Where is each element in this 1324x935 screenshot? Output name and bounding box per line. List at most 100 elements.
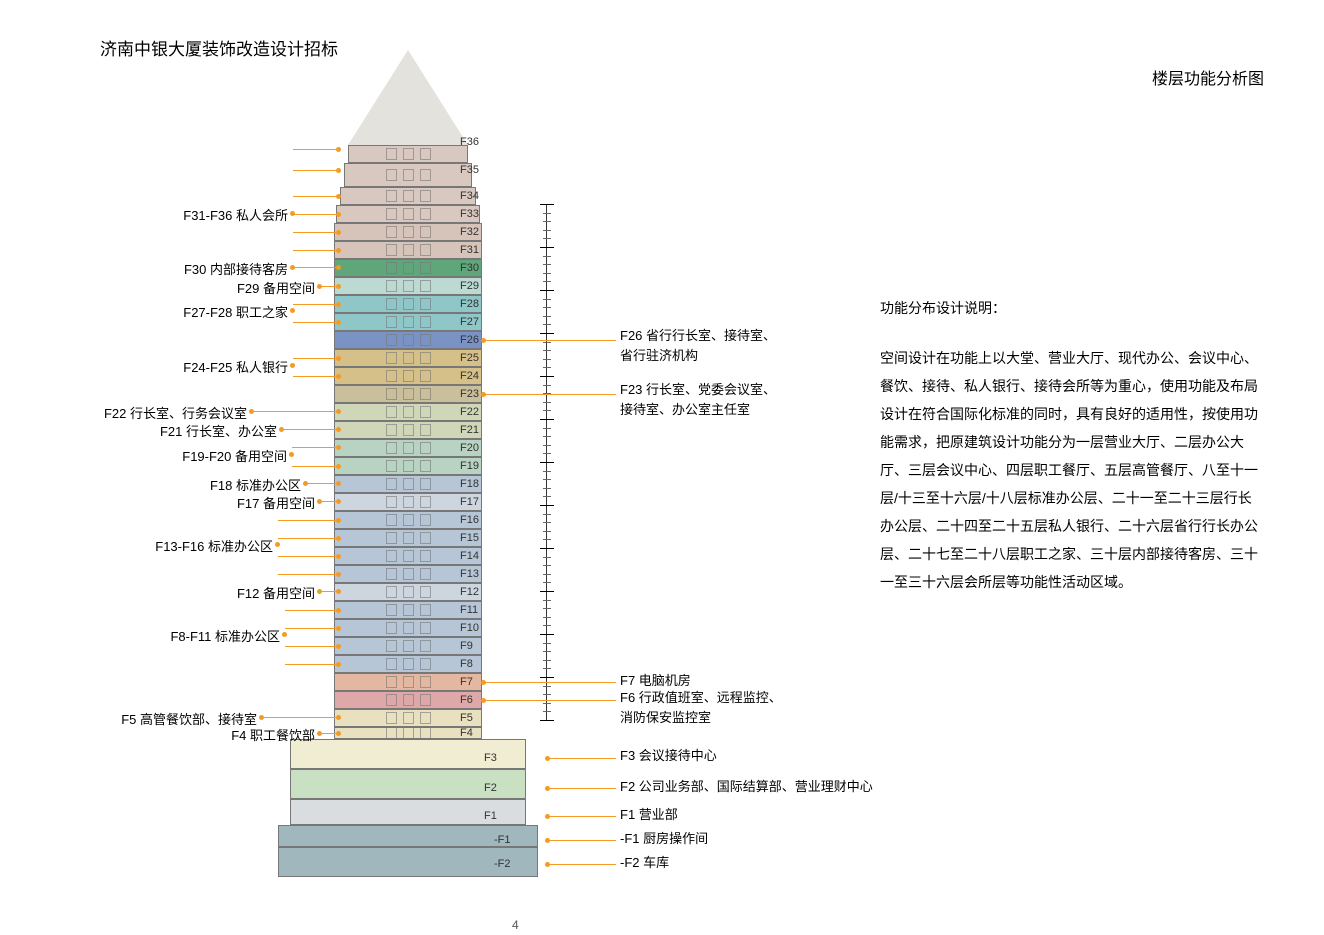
leader-line xyxy=(293,214,340,215)
leader-line xyxy=(293,365,294,366)
leader-line xyxy=(293,310,294,311)
leader-line xyxy=(252,411,340,412)
scale-tick xyxy=(540,462,554,463)
callout-left-6: F21 行长室、办公室 xyxy=(107,421,277,440)
callout-left-2: F29 备用空间 xyxy=(145,278,315,297)
floor-label-F34: F34 xyxy=(460,190,479,202)
floor-label-F31: F31 xyxy=(460,244,479,256)
callout-left-5: F22 行长室、行务会议室 xyxy=(77,403,247,422)
scale-tick xyxy=(543,428,551,429)
leader-line xyxy=(320,286,340,287)
scale-tick xyxy=(540,634,554,635)
spire xyxy=(348,50,468,145)
scale-tick xyxy=(540,505,554,506)
floor-label-F32: F32 xyxy=(460,226,479,238)
callout-left-4: F24-F25 私人银行 xyxy=(118,357,288,376)
callout-left-0: F31-F36 私人会所 xyxy=(118,205,288,224)
scale-tick xyxy=(543,264,551,265)
leader-line xyxy=(546,840,616,841)
scale-tick xyxy=(540,333,554,334)
floor-F33 xyxy=(336,205,480,223)
scale-tick xyxy=(543,703,551,704)
leader-line xyxy=(482,394,616,395)
scale-tick xyxy=(543,453,551,454)
callout-left-8: F18 标准办公区 xyxy=(131,475,301,494)
floor-label-F26: F26 xyxy=(460,334,479,346)
scale-tick xyxy=(543,402,551,403)
scale-tick xyxy=(543,471,551,472)
callout-right-4: F3 会议接待中心 xyxy=(620,745,717,764)
floor-label-F8: F8 xyxy=(460,658,473,670)
callout-right-7: -F1 厨房操作间 xyxy=(620,828,708,847)
scale-tick xyxy=(543,445,551,446)
leader-line xyxy=(262,717,340,718)
scale-tick xyxy=(543,539,551,540)
page-number: 4 xyxy=(512,918,519,932)
leader-line xyxy=(320,591,321,592)
leader-line xyxy=(285,610,340,611)
scale-tick xyxy=(543,514,551,515)
scale-tick xyxy=(543,350,551,351)
callout-left-10: F13-F16 标准办公区 xyxy=(103,536,273,555)
scale-tick xyxy=(540,720,554,721)
callout-right-1: F23 行长室、党委会议室、接待室、办公室主任室 xyxy=(620,380,810,420)
leader-line xyxy=(278,556,340,557)
scale-tick xyxy=(543,436,551,437)
scale-tick xyxy=(543,686,551,687)
leader-line xyxy=(282,429,340,430)
scale-tick xyxy=(540,376,554,377)
floor-label-F27: F27 xyxy=(460,316,479,328)
leader-line xyxy=(278,538,340,539)
scale-tick xyxy=(543,281,551,282)
leader-line xyxy=(320,286,321,287)
scale-tick xyxy=(543,617,551,618)
scale-tick xyxy=(543,359,551,360)
floor-label--F1: -F1 xyxy=(494,834,511,846)
scale-tick xyxy=(540,548,554,549)
scale-tick xyxy=(543,238,551,239)
leader-line xyxy=(320,733,340,734)
floor-label-F21: F21 xyxy=(460,424,479,436)
scale-tick xyxy=(543,557,551,558)
leader-line xyxy=(293,267,340,268)
scale-tick xyxy=(543,410,551,411)
leader-line xyxy=(282,429,283,430)
leader-line xyxy=(306,483,307,484)
floor-label-F20: F20 xyxy=(460,442,479,454)
leader-line xyxy=(293,250,340,251)
floor-label-F9: F9 xyxy=(460,640,473,652)
floor-label-F36: F36 xyxy=(460,136,479,148)
scale-tick xyxy=(543,643,551,644)
scale-tick xyxy=(543,565,551,566)
leader-line xyxy=(293,358,340,359)
scale-tick xyxy=(543,230,551,231)
scale-bar xyxy=(540,204,554,720)
scale-tick xyxy=(543,213,551,214)
leader-line xyxy=(278,544,279,545)
callout-right-3: F6 行政值班室、远程监控、消防保安监控室 xyxy=(620,688,810,728)
leader-line xyxy=(285,664,340,665)
leader-line xyxy=(278,520,340,521)
floor-label-F35: F35 xyxy=(460,164,479,176)
leader-line xyxy=(285,634,286,635)
floor-label-F16: F16 xyxy=(460,514,479,526)
callout-left-11: F12 备用空间 xyxy=(145,583,315,602)
leader-line xyxy=(293,170,340,171)
floor-label-F4: F4 xyxy=(460,727,473,739)
leader-line xyxy=(292,454,293,455)
floor-label-F1: F1 xyxy=(484,810,497,822)
leader-line xyxy=(292,466,340,467)
leader-line xyxy=(546,864,616,865)
leader-line xyxy=(285,646,340,647)
scale-tick xyxy=(540,591,554,592)
callout-left-14: F4 职工餐饮部 xyxy=(145,725,315,744)
leader-line xyxy=(546,816,616,817)
scale-tick xyxy=(543,488,551,489)
scale-tick xyxy=(543,582,551,583)
scale-tick xyxy=(543,307,551,308)
scale-tick xyxy=(543,608,551,609)
callout-left-1: F30 内部接待客房 xyxy=(118,259,288,278)
leader-line xyxy=(320,733,321,734)
floor-label-F30: F30 xyxy=(460,262,479,274)
scale-tick xyxy=(543,531,551,532)
